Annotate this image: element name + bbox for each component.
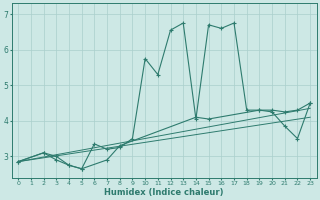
X-axis label: Humidex (Indice chaleur): Humidex (Indice chaleur) (104, 188, 224, 197)
